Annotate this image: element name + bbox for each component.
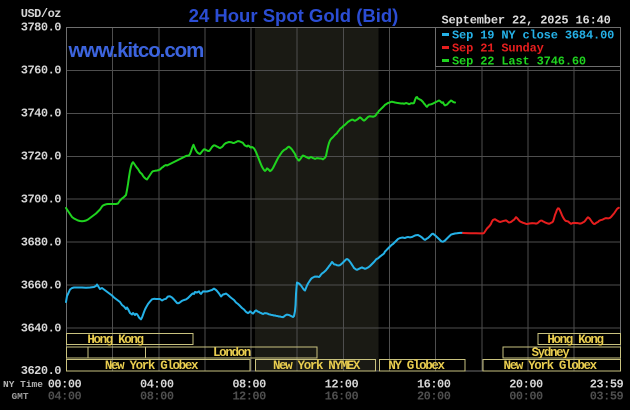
svg-text:20:00: 20:00 bbox=[417, 389, 451, 403]
svg-text:3720.0: 3720.0 bbox=[21, 150, 62, 164]
svg-text:Sydney: Sydney bbox=[532, 346, 571, 360]
svg-text:20:00: 20:00 bbox=[509, 377, 543, 391]
svg-text:3620.0: 3620.0 bbox=[21, 364, 62, 378]
svg-text:3760.0: 3760.0 bbox=[21, 64, 62, 78]
svg-text:USD/oz: USD/oz bbox=[21, 7, 62, 21]
svg-text:24 Hour Spot Gold (Bid): 24 Hour Spot Gold (Bid) bbox=[189, 5, 399, 26]
svg-text:London: London bbox=[213, 346, 251, 360]
svg-text:New York NYMEX: New York NYMEX bbox=[273, 359, 361, 373]
svg-text:3640.0: 3640.0 bbox=[21, 321, 62, 335]
svg-text:12:00: 12:00 bbox=[232, 389, 266, 403]
svg-text:04:00: 04:00 bbox=[48, 389, 82, 403]
svg-text:04:00: 04:00 bbox=[140, 377, 174, 391]
svg-text:www.kitco.com: www.kitco.com bbox=[68, 39, 204, 62]
svg-text:00:00: 00:00 bbox=[509, 389, 543, 403]
svg-text:03:59: 03:59 bbox=[590, 389, 624, 403]
svg-text:3780.0: 3780.0 bbox=[21, 21, 62, 35]
svg-text:GMT: GMT bbox=[11, 391, 28, 402]
svg-text:12:00: 12:00 bbox=[325, 377, 359, 391]
svg-text:NY Globex: NY Globex bbox=[388, 359, 445, 373]
svg-text:NY Time: NY Time bbox=[3, 379, 43, 390]
svg-text:Hong Kong: Hong Kong bbox=[547, 333, 603, 347]
svg-text:3660.0: 3660.0 bbox=[21, 278, 62, 292]
svg-text:08:00: 08:00 bbox=[140, 389, 174, 403]
svg-text:00:00: 00:00 bbox=[48, 377, 82, 391]
svg-text:New York Globex: New York Globex bbox=[504, 359, 598, 373]
svg-text:New York Globex: New York Globex bbox=[105, 359, 199, 373]
svg-text:Sep 19 NY close 3684.00: Sep 19 NY close 3684.00 bbox=[452, 29, 614, 43]
svg-text:3680.0: 3680.0 bbox=[21, 235, 62, 249]
svg-text:3700.0: 3700.0 bbox=[21, 192, 62, 206]
svg-text:Sep 21 Sunday: Sep 21 Sunday bbox=[452, 42, 544, 56]
svg-text:16:00: 16:00 bbox=[417, 377, 451, 391]
svg-text:Sep 22 Last 3746.60: Sep 22 Last 3746.60 bbox=[452, 54, 586, 68]
svg-text:23:59: 23:59 bbox=[590, 377, 624, 391]
svg-text:September 22, 2025 16:40: September 22, 2025 16:40 bbox=[442, 14, 611, 28]
svg-text:08:00: 08:00 bbox=[232, 377, 266, 391]
svg-text:3740.0: 3740.0 bbox=[21, 107, 62, 121]
svg-text:16:00: 16:00 bbox=[325, 389, 359, 403]
svg-text:Hong Kong: Hong Kong bbox=[87, 333, 143, 347]
